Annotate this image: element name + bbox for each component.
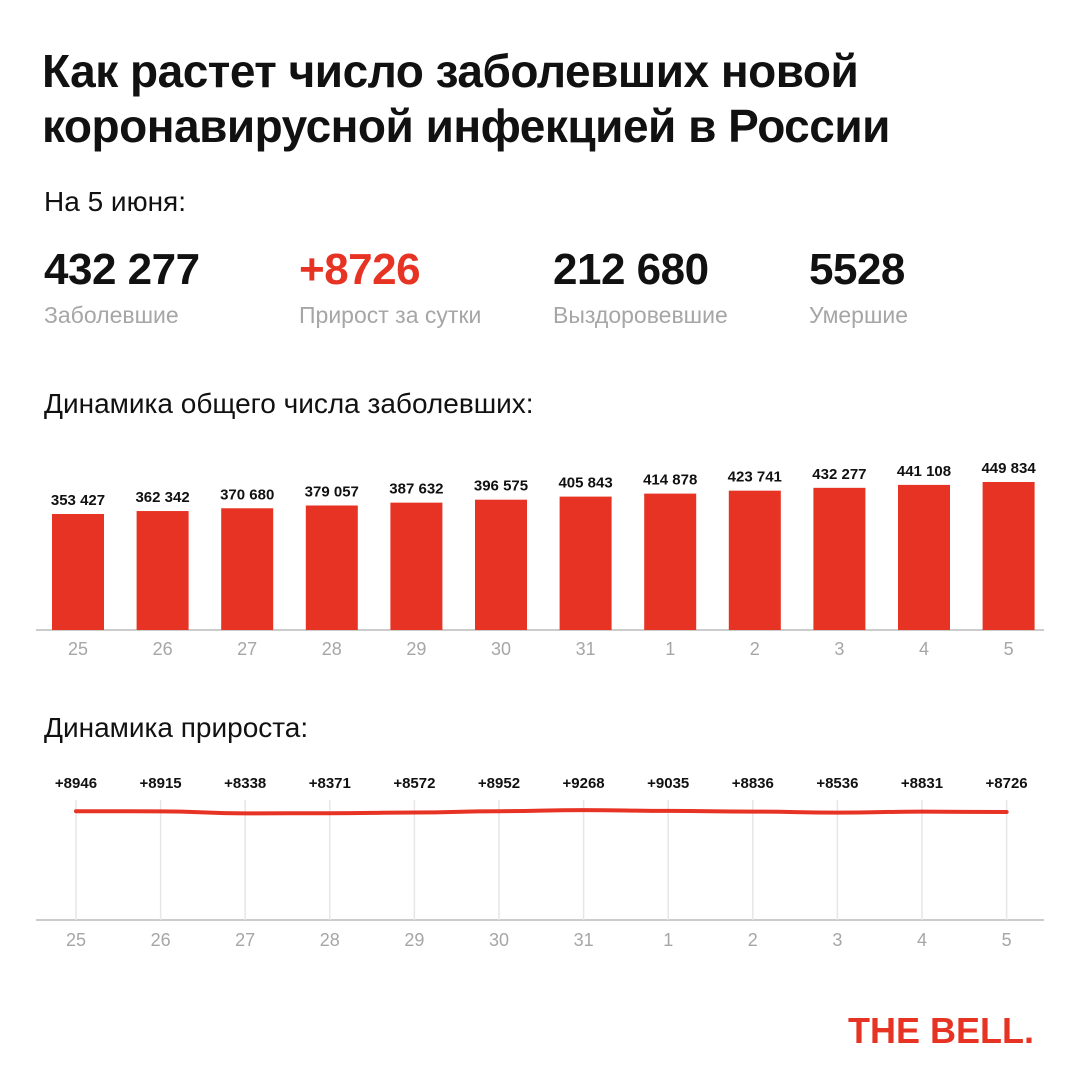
bar bbox=[136, 511, 189, 630]
data-point bbox=[412, 811, 416, 815]
bar bbox=[559, 496, 612, 630]
x-tick-label: 2 bbox=[748, 930, 758, 950]
bar bbox=[305, 505, 358, 630]
line-chart-title: Динамика прироста: bbox=[44, 712, 309, 743]
data-point bbox=[328, 811, 332, 815]
point-value-label: +8371 bbox=[309, 775, 351, 792]
bar-value-label: 405 843 bbox=[558, 475, 612, 492]
date-label: На 5 июня: bbox=[44, 186, 186, 217]
x-tick-label: 1 bbox=[665, 639, 675, 659]
data-point bbox=[920, 810, 924, 814]
x-tick-label: 5 bbox=[1004, 639, 1014, 659]
bar bbox=[728, 490, 781, 630]
x-tick-label: 4 bbox=[919, 639, 929, 659]
line-chart: +894625+891526+833827+837128+857229+8952… bbox=[36, 775, 1044, 950]
x-tick-label: 31 bbox=[576, 639, 596, 659]
bar bbox=[52, 514, 104, 630]
x-tick-label: 30 bbox=[491, 639, 511, 659]
bar-value-label: 353 427 bbox=[51, 492, 105, 509]
bar bbox=[982, 482, 1035, 630]
x-tick-label: 5 bbox=[1002, 930, 1012, 950]
data-point bbox=[666, 809, 670, 813]
x-tick-label: 3 bbox=[834, 639, 844, 659]
stat-daily-increase-value: +8726 bbox=[299, 245, 421, 294]
stat-deaths: 5528 Умершие bbox=[809, 244, 908, 330]
stat-recovered-label: Выздоровевшие bbox=[553, 302, 728, 328]
bar bbox=[644, 493, 697, 630]
x-tick-label: 1 bbox=[663, 930, 673, 950]
bar-value-label: 379 057 bbox=[305, 483, 359, 500]
x-tick-label: 3 bbox=[832, 930, 842, 950]
x-tick-label: 25 bbox=[68, 639, 88, 659]
stat-deaths-value: 5528 bbox=[809, 245, 905, 294]
data-point bbox=[497, 809, 501, 813]
x-tick-label: 4 bbox=[917, 930, 927, 950]
bar-value-label: 414 878 bbox=[643, 472, 697, 489]
stat-recovered-value: 212 680 bbox=[553, 245, 709, 294]
bar-value-label: 441 108 bbox=[897, 463, 951, 480]
x-tick-label: 31 bbox=[574, 930, 594, 950]
point-value-label: +8726 bbox=[986, 775, 1028, 792]
data-point bbox=[835, 811, 839, 815]
bar-value-label: 432 277 bbox=[812, 466, 866, 483]
bar-value-label: 370 680 bbox=[220, 486, 274, 503]
data-point bbox=[159, 809, 163, 813]
x-tick-label: 28 bbox=[322, 639, 342, 659]
x-tick-label: 28 bbox=[320, 930, 340, 950]
bar-value-label: 387 632 bbox=[389, 481, 443, 498]
x-tick-label: 27 bbox=[235, 930, 255, 950]
point-value-label: +8836 bbox=[732, 775, 774, 792]
stat-cases-label: Заболевшие bbox=[44, 302, 179, 328]
bar-chart-title: Динамика общего числа заболевших: bbox=[44, 388, 534, 419]
x-tick-label: 26 bbox=[153, 639, 173, 659]
bar bbox=[390, 502, 443, 630]
bar-value-label: 449 834 bbox=[981, 460, 1036, 477]
stat-cases: 432 277 Заболевшие bbox=[44, 244, 200, 330]
data-point bbox=[1005, 810, 1009, 814]
x-tick-label: 27 bbox=[237, 639, 257, 659]
point-value-label: +8536 bbox=[816, 775, 858, 792]
data-point bbox=[751, 810, 755, 814]
x-tick-label: 2 bbox=[750, 639, 760, 659]
stat-deaths-label: Умершие bbox=[809, 302, 909, 328]
x-tick-label: 29 bbox=[404, 930, 424, 950]
bar bbox=[813, 487, 866, 630]
point-value-label: +8338 bbox=[224, 775, 266, 792]
the-bell-logo: THE BELL. bbox=[848, 1010, 1034, 1051]
stat-cases-value: 432 277 bbox=[44, 245, 200, 294]
bar bbox=[221, 508, 274, 630]
series-line bbox=[74, 808, 1009, 816]
x-tick-label: 25 bbox=[66, 930, 86, 950]
point-value-label: +8831 bbox=[901, 775, 943, 792]
data-point bbox=[243, 811, 247, 815]
stat-daily-increase-label: Прирост за сутки bbox=[299, 302, 482, 328]
data-point bbox=[582, 808, 586, 812]
point-value-label: +9035 bbox=[647, 775, 689, 792]
point-value-label: +8915 bbox=[140, 775, 182, 792]
point-value-label: +8952 bbox=[478, 775, 520, 792]
x-tick-label: 26 bbox=[151, 930, 171, 950]
point-value-label: +8946 bbox=[55, 775, 97, 792]
bar bbox=[475, 499, 527, 630]
data-point bbox=[74, 809, 78, 813]
stat-recovered: 212 680 Выздоровевшие bbox=[553, 244, 728, 330]
page-title: Как растет число заболевших новой корона… bbox=[42, 45, 890, 152]
x-tick-label: 30 bbox=[489, 930, 509, 950]
bar-value-label: 423 741 bbox=[728, 469, 782, 486]
point-value-label: +8572 bbox=[393, 775, 435, 792]
x-tick-label: 29 bbox=[406, 639, 426, 659]
bar-value-label: 396 575 bbox=[474, 478, 528, 495]
point-value-label: +9268 bbox=[563, 775, 605, 792]
bar-value-label: 362 342 bbox=[135, 489, 189, 506]
bar bbox=[898, 484, 950, 630]
stat-daily-increase: +8726 Прирост за сутки bbox=[299, 244, 481, 330]
